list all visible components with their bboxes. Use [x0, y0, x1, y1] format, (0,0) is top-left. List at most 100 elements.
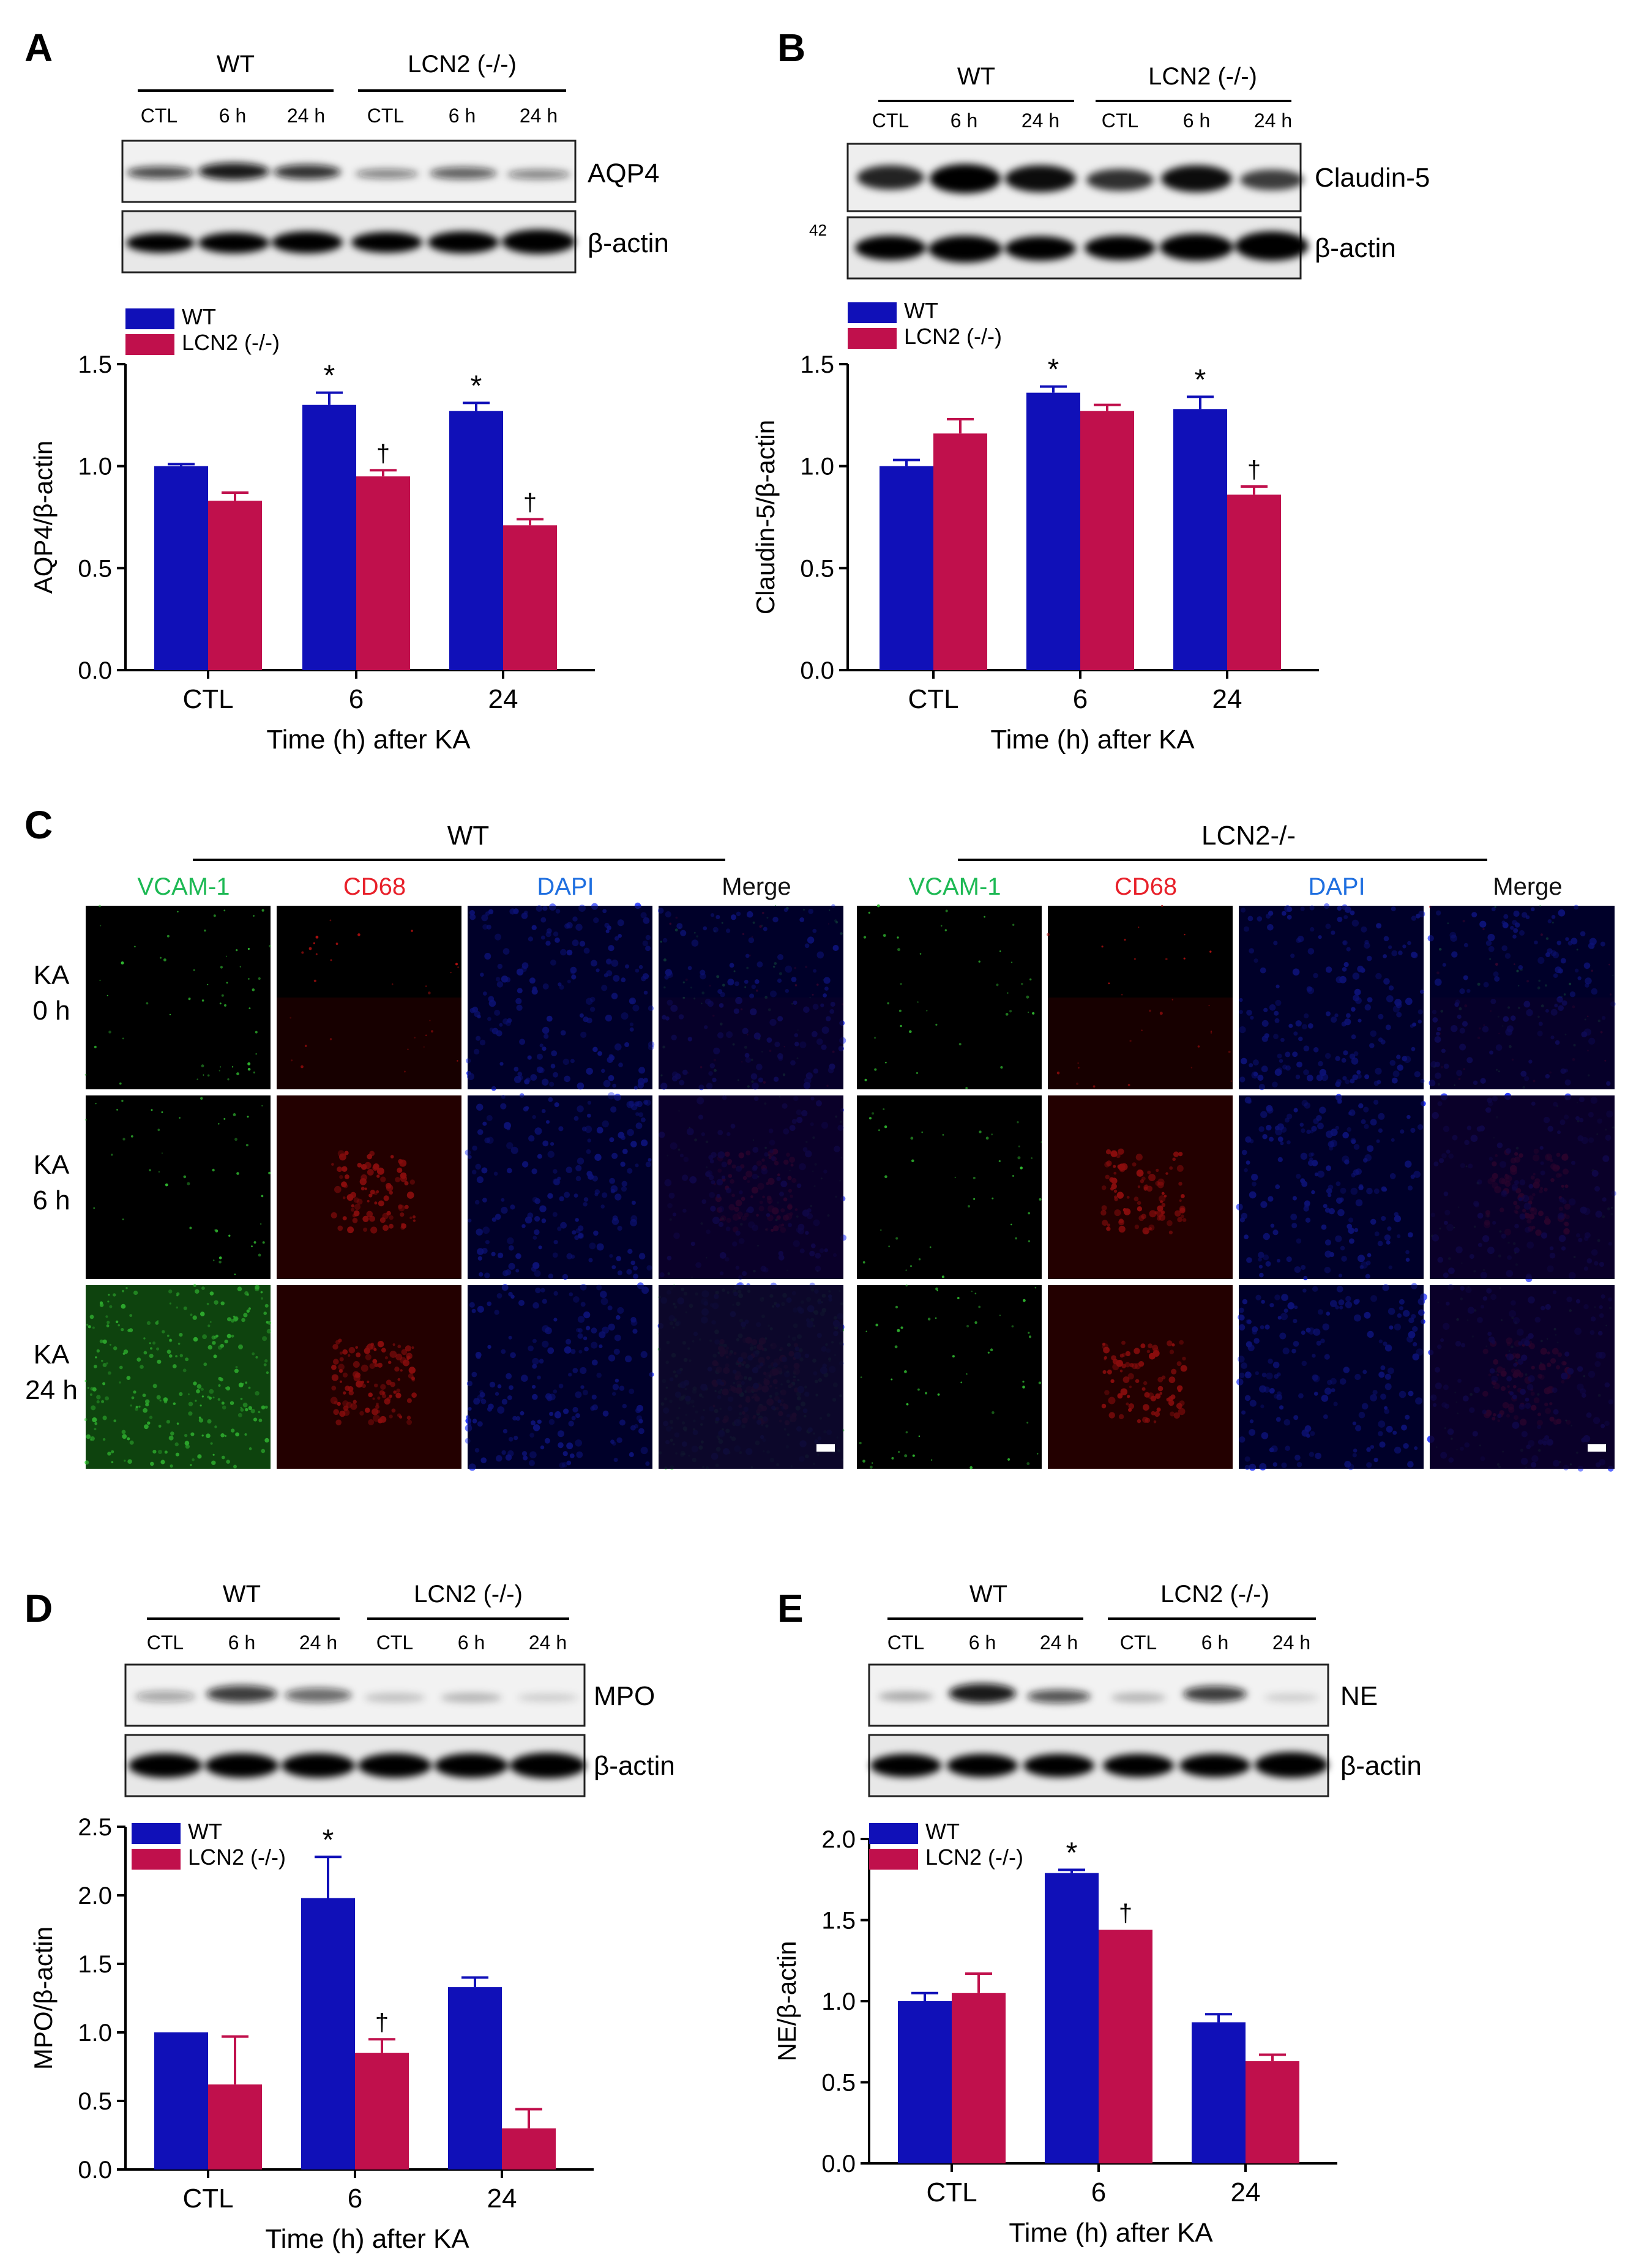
- bar: [1173, 409, 1227, 670]
- blot-d-lane-4: CTL: [376, 1632, 413, 1654]
- blot-d-loading-label: β-actin: [594, 1751, 675, 1781]
- x-tick-label: CTL: [926, 2177, 977, 2207]
- c-row-label-0h: KA 0 h: [32, 960, 70, 1026]
- blot-d-lane-2: 6 h: [228, 1632, 255, 1654]
- blot-e-lane-3: 24 h: [1040, 1632, 1078, 1654]
- micrograph-tile: [84, 1095, 271, 1279]
- y-tick-label: 1.0: [821, 1988, 856, 2015]
- scale-bar: [1588, 1444, 1606, 1452]
- panel-label-b: B: [777, 26, 805, 70]
- microscopy-panel-c: WT LCN2-/- VCAM-1 CD68 DAPI Merge VCAM-1…: [25, 821, 1616, 1472]
- significance-mark: *: [471, 370, 482, 402]
- legend-label: WT: [904, 298, 938, 323]
- panel-label-e: E: [777, 1586, 804, 1630]
- svg-text:KA: KA: [34, 1340, 70, 1370]
- bar: [355, 2053, 409, 2169]
- legend-swatch: [848, 328, 897, 349]
- bar: [448, 1987, 502, 2169]
- blot-a-protein-label: AQP4: [588, 159, 659, 188]
- blot-a-lane-6: 24 h: [520, 105, 558, 127]
- svg-text:KA: KA: [34, 1150, 70, 1180]
- chart-claudin5: 0.0 0.5 1.0 1.5 Claudin-5/β-actin CTL 6 24 Time …: [751, 298, 1319, 755]
- blot-b-group-ko: LCN2 (-/-): [1148, 63, 1257, 90]
- legend-swatch: [132, 1823, 181, 1844]
- c-channel-vcam1-wt: VCAM-1: [137, 873, 230, 900]
- legend-label: LCN2 (-/-): [188, 1845, 286, 1870]
- significance-mark: *: [323, 1824, 334, 1856]
- c-group-wt: WT: [447, 821, 489, 851]
- blot-e-lane-5: 6 h: [1201, 1632, 1228, 1654]
- c-group-ko: LCN2-/-: [1201, 821, 1296, 851]
- x-tick-label: 24: [488, 684, 518, 714]
- micrograph-tile: [657, 904, 846, 1091]
- blot-a-loading-label: β-actin: [588, 228, 669, 258]
- significance-mark: †: [1119, 1900, 1132, 1927]
- y-tick-label: 0.0: [821, 2150, 856, 2177]
- bar: [503, 525, 557, 670]
- y-tick-label: 2.5: [78, 1814, 112, 1841]
- legend-swatch: [125, 308, 174, 329]
- bar: [1192, 2022, 1246, 2163]
- blot-d-group-ko: LCN2 (-/-): [414, 1581, 523, 1608]
- micrograph-tile: [1048, 1285, 1233, 1469]
- legend-swatch: [848, 302, 897, 323]
- blot-a-group-wt: WT: [217, 51, 255, 78]
- blot-b-lane-6: 24 h: [1254, 110, 1292, 132]
- bar: [952, 1993, 1006, 2163]
- c-channel-cd68-wt: CD68: [343, 873, 406, 900]
- micrograph-tile: [659, 1095, 847, 1280]
- bar: [933, 433, 987, 670]
- blot-b-size-marker: 42: [809, 221, 827, 239]
- blot-e-lane-1: CTL: [887, 1632, 924, 1654]
- y-tick-label: 0.5: [78, 555, 112, 582]
- bar: [356, 476, 410, 670]
- blot-e-lane-4: CTL: [1120, 1632, 1157, 1654]
- micrograph-tile: [277, 1285, 461, 1469]
- bar: [1099, 1930, 1152, 2163]
- legend-swatch: [132, 1849, 181, 1870]
- bar: [208, 501, 262, 670]
- y-axis-label: AQP4/β-actin: [29, 441, 58, 594]
- micrograph-tile: [84, 1284, 272, 1469]
- micrograph-tile: [1047, 905, 1233, 1089]
- blot-a-lane-1: CTL: [141, 105, 177, 127]
- micrograph-tile: [277, 1095, 461, 1279]
- x-tick-label: 6: [349, 684, 364, 714]
- blot-a-lane-4: CTL: [367, 105, 404, 127]
- bar: [301, 1898, 355, 2169]
- blot-e-lane-6: 24 h: [1272, 1632, 1310, 1654]
- c-channel-dapi-ko: DAPI: [1308, 873, 1365, 900]
- x-tick-label: 6: [1091, 2177, 1106, 2207]
- micrograph-tile: [857, 904, 1042, 1089]
- blot-a-lane-2: 6 h: [219, 105, 246, 127]
- micrograph-tile: [1236, 1283, 1427, 1471]
- blot-a-group-ko: LCN2 (-/-): [408, 51, 517, 78]
- y-tick-label: 2.0: [78, 1882, 112, 1909]
- blot-b-loading-label: β-actin: [1315, 233, 1396, 263]
- micrograph-tile: [277, 906, 461, 1089]
- western-blot-b: WT LCN2 (-/-) CTL 6 h 24 h CTL 6 h 24 h …: [809, 63, 1430, 280]
- micro-tiles: [84, 902, 1616, 1472]
- significance-mark: †: [523, 489, 537, 516]
- micrograph-tile: [1048, 1095, 1233, 1279]
- bar: [1045, 1873, 1099, 2163]
- micrograph-tile: [657, 1282, 845, 1470]
- x-tick-label: CTL: [908, 684, 958, 714]
- bar: [208, 2084, 262, 2169]
- blot-d-group-wt: WT: [223, 1581, 261, 1608]
- blot-b-lane-4: CTL: [1102, 110, 1138, 132]
- panel-label-c: C: [24, 803, 53, 847]
- western-blot-a: WT LCN2 (-/-) CTL 6 h 24 h CTL 6 h 24 h …: [121, 51, 669, 274]
- blot-a-lane-3: 24 h: [287, 105, 325, 127]
- svg-text:6 h: 6 h: [32, 1185, 70, 1215]
- significance-mark: *: [1066, 1837, 1078, 1869]
- x-tick-label: CTL: [182, 2184, 233, 2214]
- chart-aqp4: 0.0 0.5 1.0 1.5 AQP4/β-actin CTL 6 24 Time (h) a…: [29, 304, 595, 755]
- significance-mark: *: [1195, 364, 1206, 396]
- bar: [1246, 2061, 1299, 2163]
- svg-text:KA: KA: [34, 960, 70, 990]
- x-axis-label: Time (h) after KA: [990, 725, 1195, 755]
- y-tick-label: 1.5: [78, 1951, 112, 1978]
- bar: [502, 2128, 556, 2169]
- blot-e-group-wt: WT: [969, 1581, 1007, 1608]
